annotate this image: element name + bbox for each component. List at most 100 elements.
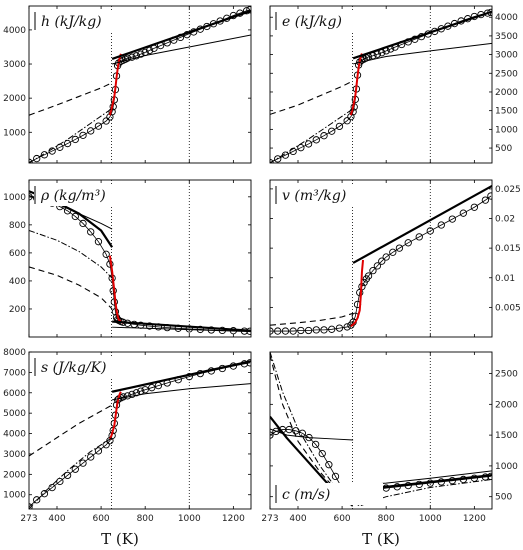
data-point bbox=[470, 203, 479, 211]
panel-title: s (J/kg/K) bbox=[41, 360, 107, 376]
data-point bbox=[325, 461, 333, 469]
data-point bbox=[320, 326, 328, 334]
y-tick-label: 2500 bbox=[495, 370, 518, 380]
series-reference-line bbox=[29, 9, 251, 163]
series-thin bbox=[111, 34, 251, 65]
chart-panel-v: 0.005 0.01 0.015 0.02 0.025 v (m³/kg) bbox=[269, 179, 521, 338]
y-tick-label: 3000 bbox=[495, 51, 518, 61]
y-tick-label: 800 bbox=[9, 221, 26, 231]
plot-area bbox=[270, 184, 492, 335]
data-point bbox=[185, 373, 193, 381]
data-point bbox=[437, 221, 445, 229]
y-tick-label: 1500 bbox=[495, 107, 518, 117]
axes-frame bbox=[28, 179, 252, 338]
y-tick-label: 2000 bbox=[3, 94, 26, 104]
data-point bbox=[29, 158, 33, 163]
panel-label-bg bbox=[275, 483, 383, 505]
data-point bbox=[79, 131, 87, 140]
series-reference-line bbox=[29, 196, 250, 332]
data-point bbox=[335, 122, 344, 131]
series-thin bbox=[112, 326, 251, 333]
x-axis-label-right: T (K) bbox=[362, 530, 400, 548]
panel-label-bg bbox=[34, 184, 142, 206]
data-point bbox=[87, 127, 95, 135]
y-tick-label: 7000 bbox=[3, 368, 26, 378]
chart-panel-h: 1000 2000 3000 4000 h (kJ/kg) bbox=[3, 5, 252, 164]
data-point bbox=[63, 139, 72, 148]
data-point bbox=[395, 244, 404, 252]
panel-title: v (m³/kg) bbox=[282, 188, 346, 204]
y-tick-label: 200 bbox=[9, 305, 26, 315]
data-point bbox=[33, 496, 41, 504]
data-point bbox=[71, 465, 79, 473]
data-point bbox=[148, 384, 156, 392]
data-point bbox=[270, 327, 274, 335]
data-point bbox=[328, 127, 336, 135]
data-point bbox=[40, 490, 49, 498]
axes-frame bbox=[269, 351, 493, 510]
y-tick-label: 6000 bbox=[3, 389, 26, 399]
data-point bbox=[289, 327, 297, 335]
x-tick-label: 273 bbox=[261, 514, 278, 524]
x-tick-label: 400 bbox=[48, 514, 65, 524]
y-tick-label: 2000 bbox=[3, 470, 26, 480]
data-point bbox=[459, 209, 467, 217]
data-point bbox=[79, 459, 87, 467]
data-point bbox=[404, 239, 412, 247]
data-point bbox=[373, 262, 382, 270]
series-dashed bbox=[270, 312, 354, 326]
series-thick bbox=[352, 184, 492, 264]
data-point bbox=[343, 323, 351, 331]
data-point bbox=[94, 447, 103, 455]
panel-label: ρ (kg/m³) bbox=[34, 184, 142, 206]
panel-label: e (kJ/kg) bbox=[275, 10, 383, 32]
data-point bbox=[274, 155, 282, 163]
series-reference-line bbox=[29, 362, 250, 508]
panel-label-bg bbox=[275, 10, 383, 32]
data-point bbox=[63, 471, 72, 480]
data-point bbox=[102, 117, 110, 125]
data-point bbox=[448, 215, 456, 223]
y-tick-label: 2000 bbox=[495, 88, 518, 98]
data-point bbox=[87, 228, 95, 236]
data-point bbox=[343, 117, 351, 125]
data-point bbox=[141, 386, 149, 394]
data-point bbox=[389, 248, 397, 256]
plot-area bbox=[29, 359, 251, 509]
x-tick-label: 800 bbox=[137, 514, 154, 524]
data-point bbox=[426, 227, 434, 235]
data-point bbox=[94, 122, 103, 130]
x-tick-label: 1200 bbox=[463, 514, 486, 524]
y-tick-label: 500 bbox=[495, 493, 512, 503]
x-tick-label: 600 bbox=[92, 514, 109, 524]
panel-label-bg bbox=[34, 356, 142, 378]
chart-panel-e: 500 1000 1500 2000 2500 3000 3500 4000 e (kJ/kg) bbox=[269, 5, 518, 164]
axes-frame bbox=[28, 351, 252, 510]
data-point bbox=[94, 238, 103, 246]
x-tick-label: 1000 bbox=[419, 514, 442, 524]
panel-title: e (kJ/kg) bbox=[282, 14, 342, 30]
data-point bbox=[145, 322, 154, 330]
series-thin bbox=[270, 428, 354, 441]
data-point bbox=[272, 427, 280, 436]
data-point bbox=[369, 266, 377, 275]
x-tick-label: 800 bbox=[378, 514, 395, 524]
data-point bbox=[137, 50, 145, 58]
data-point bbox=[270, 158, 274, 163]
y-tick-label: 0.02 bbox=[495, 215, 515, 225]
series-reference-line bbox=[270, 11, 491, 163]
y-tick-label: 1000 bbox=[495, 125, 518, 135]
x-tick-label: 600 bbox=[333, 514, 350, 524]
series-red bbox=[350, 259, 365, 328]
data-point bbox=[270, 431, 274, 439]
y-tick-label: 5000 bbox=[3, 409, 26, 419]
series-red bbox=[108, 53, 122, 116]
data-point bbox=[145, 46, 154, 55]
data-point bbox=[312, 326, 320, 334]
panel-label: h (kJ/kg) bbox=[34, 10, 142, 32]
series-thick bbox=[112, 320, 251, 332]
data-point bbox=[33, 154, 41, 163]
y-tick-label: 3000 bbox=[3, 60, 26, 70]
data-point bbox=[132, 389, 141, 397]
